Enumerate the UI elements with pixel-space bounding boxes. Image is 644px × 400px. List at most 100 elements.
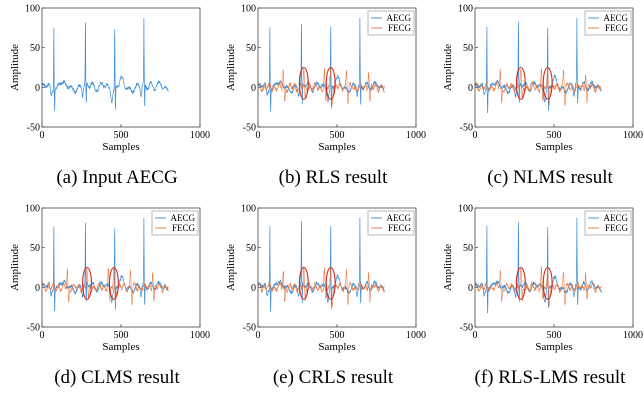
y-tick-label: 0 <box>251 283 256 294</box>
y-tick-label: 0 <box>35 83 40 94</box>
x-tick-label: 0 <box>473 130 478 141</box>
y-tick-label: 50 <box>246 243 256 254</box>
y-axis-label: Amplitude <box>442 244 454 291</box>
legend-box <box>584 210 632 236</box>
highlight-ellipse <box>108 266 119 300</box>
x-tick-label: 0 <box>473 330 478 341</box>
figure-caption: (a) Input AECG <box>56 167 178 188</box>
figure-caption: (f) RLS-LMS result <box>475 367 627 388</box>
y-axis-label: Amplitude <box>9 44 21 91</box>
highlight-ellipse <box>298 266 309 300</box>
x-tick-label: 1000 <box>190 130 210 141</box>
series-line-fecg <box>258 68 385 106</box>
legend-entry: FECG <box>172 223 196 233</box>
x-axis-label: Samples <box>102 141 139 153</box>
y-tick-label: 50 <box>463 243 473 254</box>
y-tick-label: 100 <box>458 4 473 15</box>
series-line-fecg <box>475 266 602 308</box>
legend-entry: FECG <box>605 223 629 233</box>
x-tick-label: 1000 <box>190 330 210 341</box>
y-tick-label: 0 <box>468 283 473 294</box>
series-line-fecg <box>475 68 602 107</box>
highlight-ellipse <box>325 66 336 100</box>
series-line-aecg <box>258 17 385 112</box>
x-axis-label: Samples <box>102 341 139 353</box>
x-axis-label: Samples <box>535 341 572 353</box>
y-tick-label: 100 <box>25 4 40 15</box>
y-tick-label: 0 <box>468 83 473 94</box>
x-axis-label: Samples <box>318 141 355 153</box>
highlight-ellipse <box>542 266 553 300</box>
figure-caption: (b) RLS result <box>279 167 388 188</box>
y-tick-label: -50 <box>460 123 473 134</box>
x-tick-label: 0 <box>40 130 45 141</box>
x-tick-label: 1000 <box>623 130 643 141</box>
y-tick-label: -50 <box>243 323 256 334</box>
legend-box <box>367 210 415 236</box>
x-tick-label: 500 <box>547 330 562 341</box>
y-axis-label: Amplitude <box>9 244 21 291</box>
x-tick-label: 1000 <box>406 130 426 141</box>
x-tick-label: 500 <box>114 130 129 141</box>
legend-entry: FECG <box>388 23 412 33</box>
series-line-aecg <box>42 17 169 111</box>
y-tick-label: 100 <box>241 4 256 15</box>
highlight-ellipse <box>515 266 526 300</box>
plot-frame <box>41 7 201 128</box>
y-axis-label: Amplitude <box>225 244 237 291</box>
y-tick-label: 0 <box>251 83 256 94</box>
x-tick-label: 0 <box>40 330 45 341</box>
highlight-ellipse <box>542 66 553 100</box>
x-tick-label: 500 <box>114 330 129 341</box>
y-tick-label: -50 <box>460 323 473 334</box>
legend-entry: AECG <box>604 13 629 23</box>
x-tick-label: 500 <box>330 130 345 141</box>
y-tick-label: 50 <box>30 43 40 54</box>
y-tick-label: 100 <box>241 204 256 215</box>
y-tick-label: -50 <box>243 123 256 134</box>
highlight-ellipse <box>82 266 93 300</box>
series-line-fecg <box>42 267 169 306</box>
legend-entry: AECG <box>171 213 196 223</box>
series-line-aecg <box>475 217 602 314</box>
legend-entry: FECG <box>388 223 412 233</box>
x-tick-label: 500 <box>330 330 345 341</box>
y-tick-label: 100 <box>458 204 473 215</box>
y-tick-label: -50 <box>27 123 40 134</box>
legend-box <box>584 10 632 36</box>
y-tick-label: 0 <box>35 283 40 294</box>
y-axis-label: Amplitude <box>442 44 454 91</box>
y-tick-label: -50 <box>27 323 40 334</box>
legend-entry: AECG <box>604 213 629 223</box>
highlight-ellipse <box>298 66 309 100</box>
y-tick-label: 100 <box>25 204 40 215</box>
y-tick-label: 50 <box>246 43 256 54</box>
y-axis-label: Amplitude <box>225 44 237 91</box>
figure-caption: (c) NLMS result <box>487 167 613 188</box>
y-tick-label: 50 <box>463 43 473 54</box>
highlight-ellipse <box>515 66 526 100</box>
x-tick-label: 1000 <box>623 330 643 341</box>
series-line-aecg <box>475 17 602 114</box>
x-tick-label: 500 <box>547 130 562 141</box>
x-tick-label: 0 <box>256 130 261 141</box>
y-tick-label: 50 <box>30 243 40 254</box>
legend-box <box>151 210 199 236</box>
x-axis-label: Samples <box>535 141 572 153</box>
legend-box <box>367 10 415 36</box>
figure-caption: (e) CRLS result <box>273 367 394 388</box>
series-line-aecg <box>42 217 169 311</box>
series-line-aecg <box>258 217 385 313</box>
highlight-ellipse <box>325 266 336 300</box>
